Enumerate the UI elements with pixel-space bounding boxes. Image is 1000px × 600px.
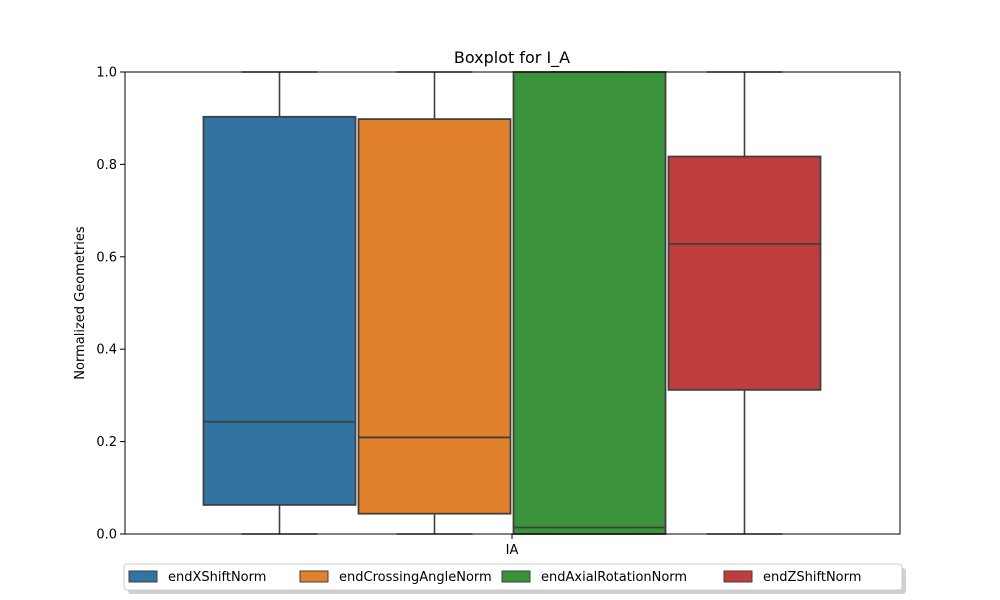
legend: endXShiftNorm endCrossingAngleNorm endAxia… — [123, 563, 906, 594]
y-tick-label: 0.0 — [96, 528, 117, 543]
box-iqr — [512, 71, 667, 535]
legend-swatch — [501, 570, 531, 583]
box-endXShiftNorm — [202, 71, 357, 535]
y-tick-label: 1.0 — [96, 66, 117, 81]
y-tick-label: 0.4 — [96, 343, 117, 358]
box-endAxialRotationNorm — [512, 71, 667, 535]
y-tick-label: 0.2 — [96, 435, 117, 450]
chart-title: Boxplot for I_A — [454, 48, 570, 68]
legend-label: endAxialRotationNorm — [541, 570, 687, 585]
plot-frame — [124, 71, 901, 535]
legend-label: endCrossingAngleNorm — [339, 570, 492, 585]
legend-swatch — [723, 570, 753, 583]
box-endCrossingAngleNorm — [357, 71, 512, 535]
legend-label: endXShiftNorm — [168, 570, 266, 585]
boxes-group — [202, 71, 822, 535]
y-axis: 0.0 0.2 0.4 0.6 0.8 1.0 — [96, 66, 513, 543]
y-axis-label: Normalized Geometries — [73, 226, 88, 380]
box-iqr — [357, 118, 512, 515]
legend-swatch — [128, 570, 158, 583]
box-endZShiftNorm — [667, 71, 822, 535]
y-tick-label: 0.6 — [96, 250, 117, 265]
x-tick-label: IA — [506, 543, 519, 558]
legend-label: endZShiftNorm — [763, 570, 861, 585]
box-iqr — [667, 155, 822, 391]
legend-swatch — [299, 570, 329, 583]
box-iqr — [202, 115, 357, 506]
y-tick-label: 0.8 — [96, 158, 117, 173]
